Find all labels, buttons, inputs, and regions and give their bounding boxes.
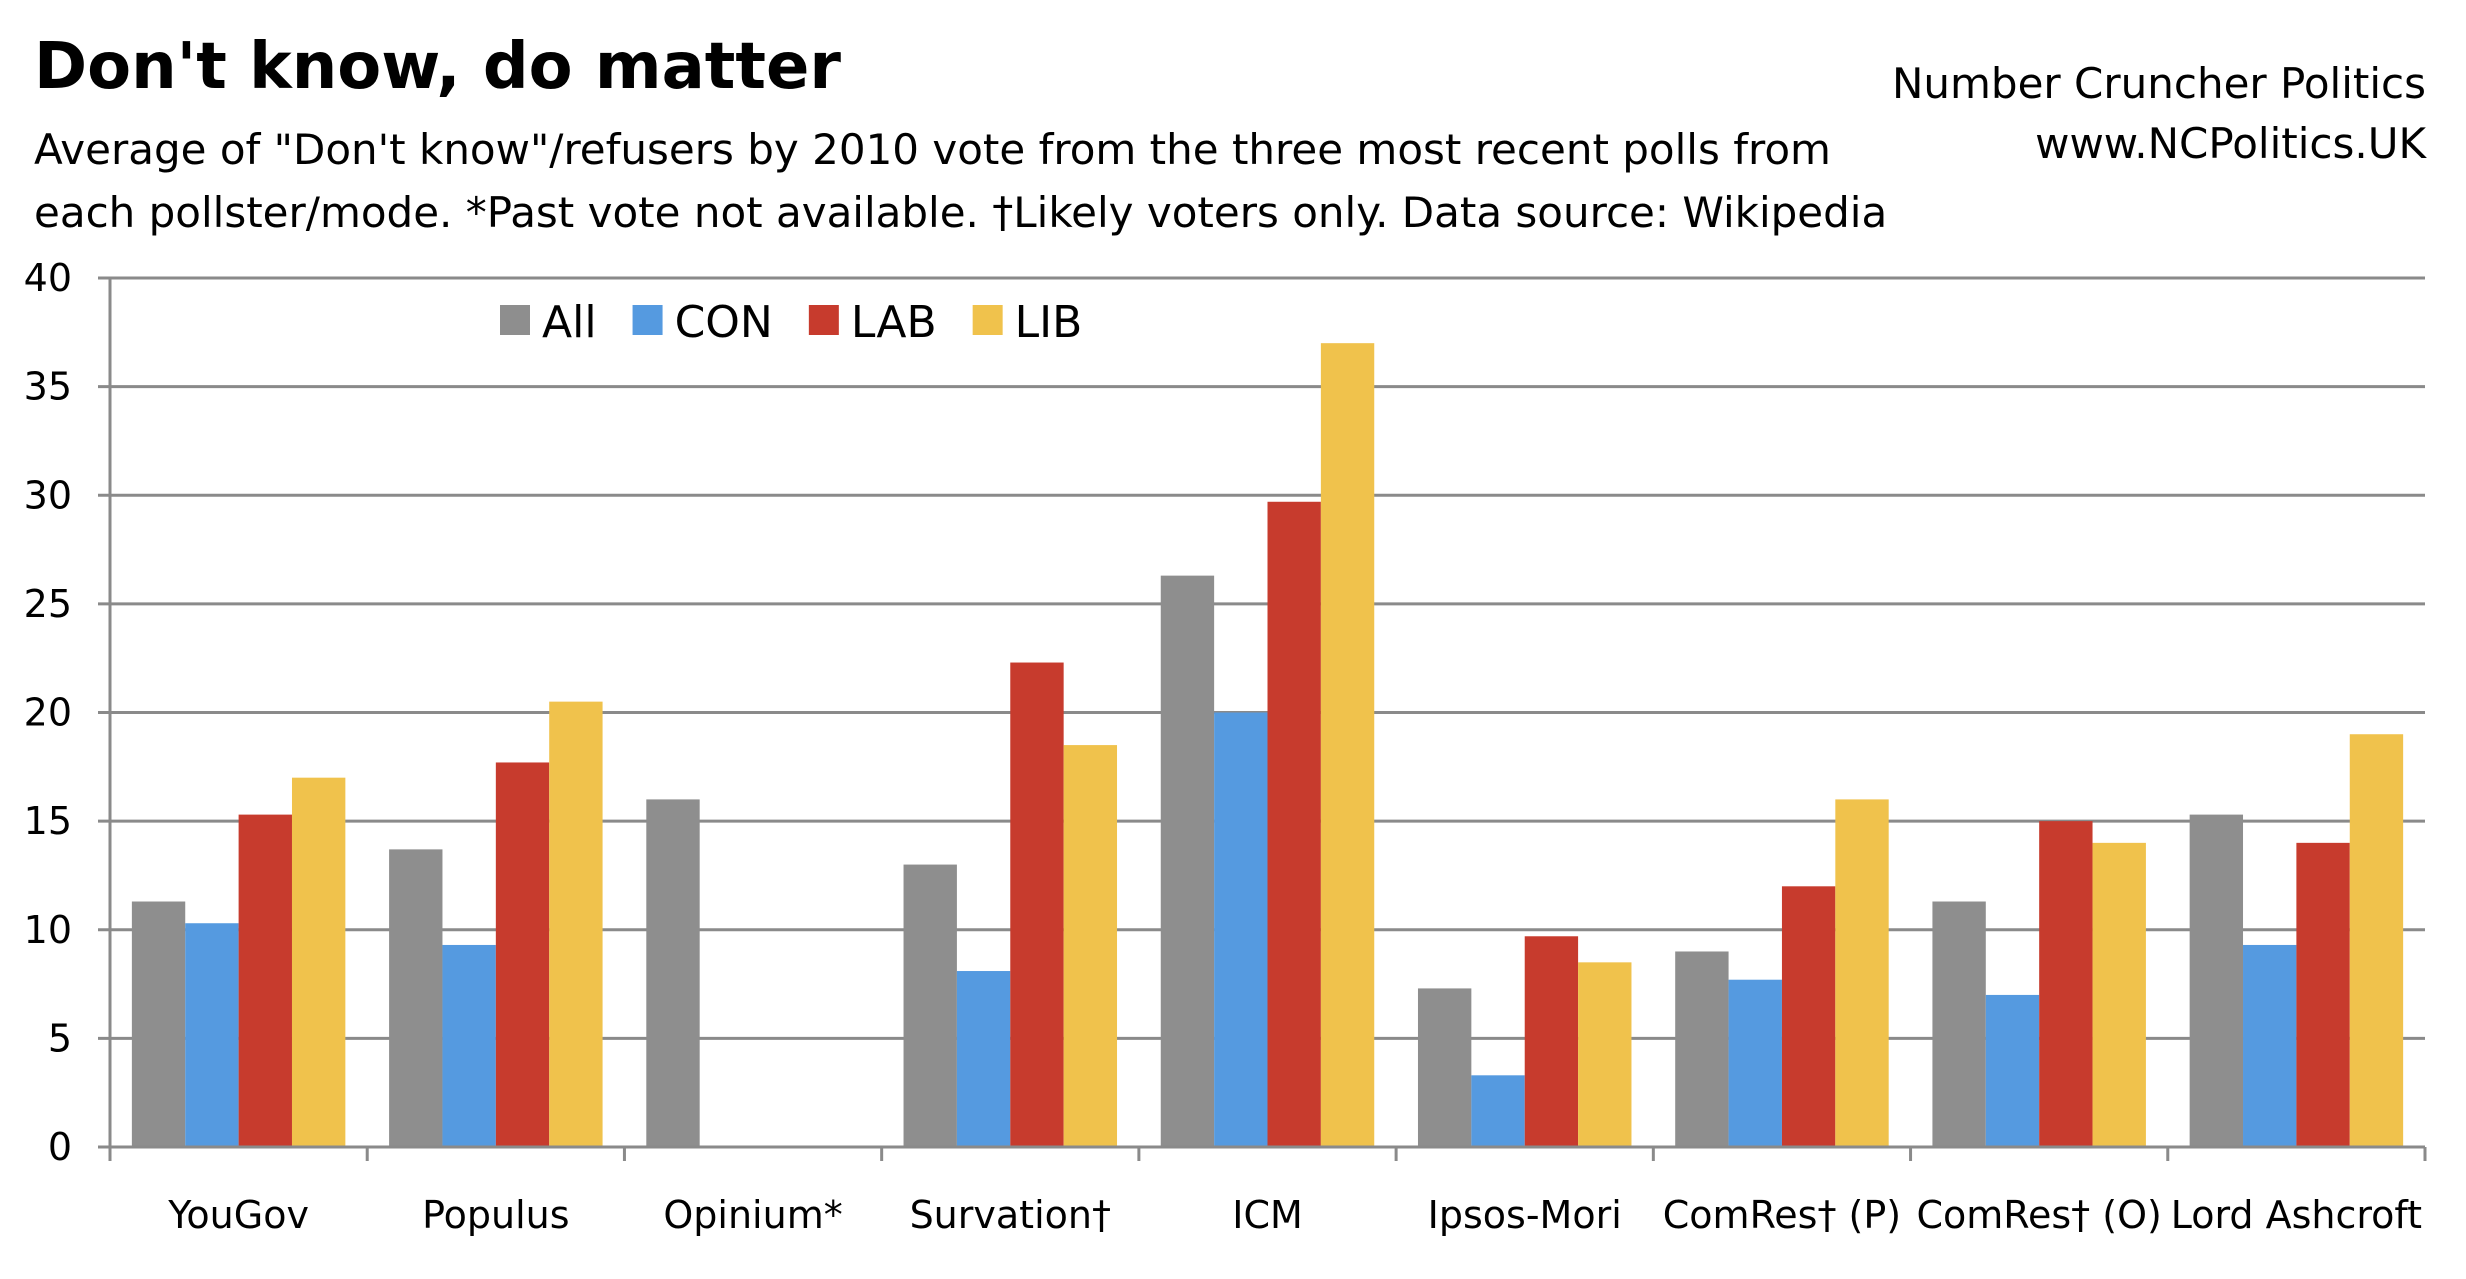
y-tick-label: 0 [48,1125,72,1169]
bar-con [442,944,496,1147]
y-tick-label: 15 [24,799,72,843]
bar-lib [1578,962,1632,1147]
bar-lib [549,701,603,1147]
y-tick-label: 30 [24,473,72,517]
bar-all [646,799,700,1147]
x-tick-label: Lord Ashcroft [2171,1193,2422,1237]
bar-all [903,864,957,1147]
x-tick-label: Ipsos-Mori [1428,1193,1622,1237]
bar-all [131,901,186,1147]
bar-all [2189,814,2244,1147]
bar-lab [1267,501,1321,1148]
y-tick-label: 10 [24,908,72,952]
bar-con [956,971,1011,1147]
chart-subtitle: Average of "Don't know"/refusers by 2010… [34,125,1888,237]
bar-lib [1320,343,1375,1147]
bar-all [389,849,443,1147]
bar-all [1675,951,1729,1147]
y-tick-label: 20 [24,691,72,735]
y-tick-label: 40 [24,256,72,300]
y-tick-label: 25 [24,582,72,626]
x-tick-label: Populus [422,1193,569,1237]
x-tick-label: ComRes† (O) [1917,1193,2162,1237]
legend-swatch-lib [972,305,1003,335]
credit-block: Number Cruncher Politics www.NCPolitics.… [1892,54,2426,174]
bar-con [2243,944,2297,1147]
y-axis: 0 5 10 15 20 25 30 35 40 [24,256,112,1169]
bar-lab [1010,662,1064,1147]
bar-lib [1835,799,1889,1147]
legend-label-all: All [542,297,597,348]
bar-lab [1524,936,1579,1147]
y-tick-label: 35 [24,365,72,409]
chart-title: Don't know, do matter [34,30,841,104]
bar-lab [2039,821,2093,1147]
bar-all [1160,575,1215,1147]
bar-lab [2296,842,2350,1147]
x-tick-label: Survation† [910,1193,1111,1237]
x-axis: YouGov Populus Opinium* Survation† ICM Ipsos-… [108,1145,2427,1237]
x-tick-label: ICM [1232,1193,1303,1237]
legend-label-con: CON [675,297,773,348]
bar-lab [495,762,550,1147]
credit-name: Number Cruncher Politics [1891,59,2426,108]
bar-all [1932,901,1986,1147]
legend-label-lib: LIB [1015,297,1083,348]
bar-lib [1063,745,1118,1147]
x-tick-label: ComRes† (P) [1663,1193,1901,1237]
x-tick-label: YouGov [167,1193,309,1237]
credit-url: www.NCPolitics.UK [2035,119,2426,168]
bar-con [1214,712,1268,1147]
legend: All CON LAB LIB [500,297,1082,348]
bar-all [1417,988,1472,1147]
bar-con [1471,1075,1525,1147]
bar-con [185,923,239,1147]
bar-lib [2349,734,2404,1147]
legend-swatch-all [500,305,530,335]
bar-con [1985,994,2040,1147]
legend-swatch-lab [808,305,839,335]
bar-lib [291,777,346,1147]
bars [131,343,2404,1148]
x-tick-label: Opinium* [663,1193,842,1237]
y-tick-label: 5 [48,1016,72,1060]
legend-label-lab: LAB [851,297,937,348]
bar-lab [1781,886,1836,1147]
bar-lab [238,814,292,1147]
bar-con [1728,979,1782,1147]
bar-lib [2092,842,2146,1147]
legend-swatch-con [632,305,663,335]
